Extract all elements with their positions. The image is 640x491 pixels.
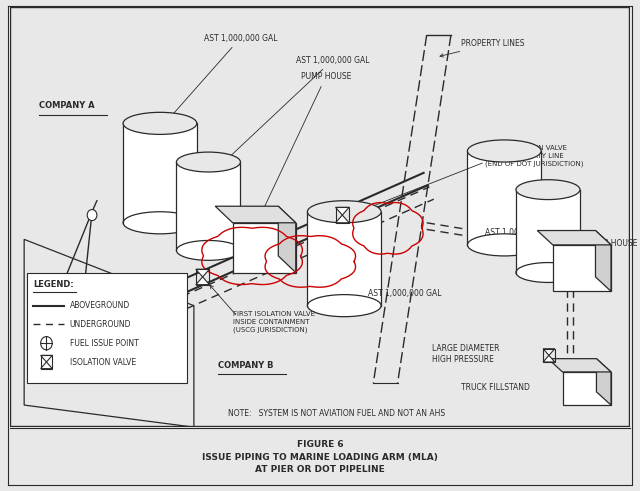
Polygon shape	[233, 223, 296, 273]
Ellipse shape	[123, 212, 197, 234]
Polygon shape	[553, 245, 611, 291]
Polygon shape	[538, 231, 611, 245]
Polygon shape	[335, 215, 349, 223]
Ellipse shape	[177, 241, 241, 260]
Text: ISOLATION VALVE: ISOLATION VALVE	[70, 357, 136, 367]
Ellipse shape	[307, 295, 381, 317]
Text: AST 1,000,000 GAL: AST 1,000,000 GAL	[485, 228, 559, 237]
Text: LARGE DIAMETER
HIGH PRESSURE: LARGE DIAMETER HIGH PRESSURE	[431, 344, 499, 364]
Polygon shape	[595, 231, 611, 291]
Text: PUMP HOUSE: PUMP HOUSE	[587, 240, 637, 248]
Text: AST 1,000,000 GAL: AST 1,000,000 GAL	[163, 33, 277, 126]
Ellipse shape	[123, 112, 197, 135]
Polygon shape	[335, 207, 349, 215]
Text: FIRST ISOLATION VALVE
INSIDE PROPERTY LINE
(END OF DOT JURISDICTION): FIRST ISOLATION VALVE INSIDE PROPERTY LI…	[485, 145, 584, 167]
Ellipse shape	[516, 263, 580, 282]
Text: AT PIER OR DOT PIPELINE: AT PIER OR DOT PIPELINE	[255, 465, 385, 474]
Polygon shape	[215, 206, 296, 223]
Polygon shape	[196, 277, 209, 285]
Ellipse shape	[467, 234, 541, 256]
Polygon shape	[147, 291, 161, 299]
Circle shape	[79, 300, 88, 311]
Polygon shape	[596, 358, 611, 405]
Polygon shape	[278, 206, 296, 273]
Polygon shape	[177, 162, 241, 250]
Polygon shape	[543, 349, 555, 355]
Circle shape	[87, 210, 97, 220]
Text: FIRST ISOLATION VALVE
INSIDE CONTAINMENT
(USCG JURISDICTION): FIRST ISOLATION VALVE INSIDE CONTAINMENT…	[233, 311, 315, 333]
Ellipse shape	[516, 180, 580, 199]
Polygon shape	[548, 358, 611, 372]
Text: ISSUE PIPING TO MARINE LOADING ARM (MLA): ISSUE PIPING TO MARINE LOADING ARM (MLA)	[202, 453, 438, 462]
Polygon shape	[516, 190, 580, 273]
Polygon shape	[543, 355, 555, 362]
Text: COMPANY A: COMPANY A	[38, 101, 94, 110]
Ellipse shape	[177, 152, 241, 172]
Polygon shape	[41, 355, 52, 362]
Text: MLA: MLA	[27, 333, 44, 342]
Text: AST 1,000,000 GAL: AST 1,000,000 GAL	[369, 289, 442, 298]
Text: FIGURE 6: FIGURE 6	[297, 440, 343, 449]
Text: NOTE:   SYSTEM IS NOT AVIATION FUEL AND NOT AN AHS: NOTE: SYSTEM IS NOT AVIATION FUEL AND NO…	[228, 409, 445, 418]
Text: COMPANY B: COMPANY B	[218, 361, 274, 370]
Polygon shape	[563, 372, 611, 405]
Text: PUMP HOUSE: PUMP HOUSE	[259, 72, 351, 219]
Ellipse shape	[467, 140, 541, 162]
Polygon shape	[147, 299, 161, 307]
Text: PROPERTY LINES: PROPERTY LINES	[440, 39, 524, 57]
Ellipse shape	[307, 201, 381, 223]
Polygon shape	[123, 123, 197, 223]
Circle shape	[41, 337, 52, 350]
Polygon shape	[196, 269, 209, 277]
Text: TRUCK FILLSTAND: TRUCK FILLSTAND	[461, 383, 529, 392]
Circle shape	[70, 328, 81, 339]
Text: FUEL ISSUE POINT: FUEL ISSUE POINT	[70, 339, 138, 348]
Polygon shape	[27, 273, 187, 383]
Polygon shape	[307, 212, 381, 305]
Text: ABOVEGROUND: ABOVEGROUND	[70, 301, 130, 310]
Text: AST 1,000,000 GAL: AST 1,000,000 GAL	[221, 55, 369, 165]
Text: UNDERGROUND: UNDERGROUND	[70, 320, 131, 329]
Polygon shape	[41, 362, 52, 369]
Polygon shape	[467, 151, 541, 245]
Text: PIER AREA: PIER AREA	[107, 361, 147, 370]
Text: LEGEND:: LEGEND:	[33, 280, 74, 289]
